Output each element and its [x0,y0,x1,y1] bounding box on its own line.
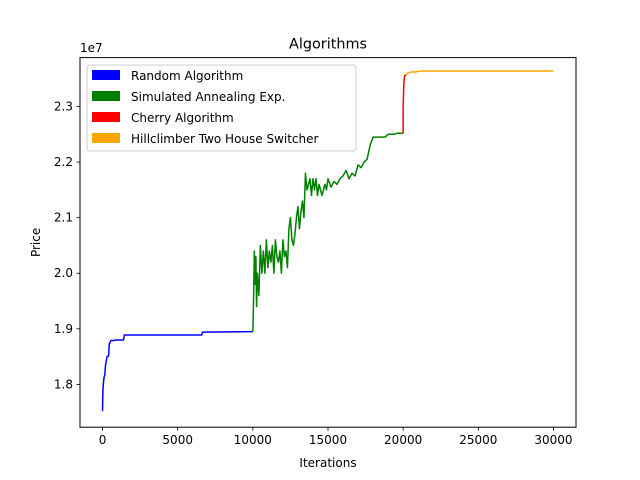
y-axis-title: Price [29,228,43,257]
legend-label-3: Hillclimber Two House Switcher [131,132,319,146]
x-tick-label: 0 [99,433,107,447]
x-tick-label: 25000 [459,433,497,447]
legend-swatch-3 [92,133,120,143]
series-line-2 [402,74,407,134]
y-tick-label: 2.1 [54,211,73,225]
y-tick-label: 1.9 [54,322,73,336]
y-tick-label: 2.3 [54,100,73,114]
y-tick-label: 2.0 [54,266,73,280]
legend-label-0: Random Algorithm [131,69,243,83]
x-tick-label: 20000 [384,433,422,447]
chart-title: Algorithms [289,37,367,53]
legend: Random Algorithm Simulated Annealing Exp.… [86,64,357,152]
x-axis: 0 5000 10000 15000 20000 25000 30000 [99,427,573,447]
x-tick-label: 30000 [534,433,572,447]
series-line-0 [101,330,253,412]
legend-box [86,64,357,152]
legend-label-1: Simulated Annealing Exp. [131,90,285,104]
y-axis: 1.8 1.9 2.0 2.1 2.2 2.3 [54,100,80,391]
x-tick-label: 5000 [162,433,193,447]
y-tick-label: 2.2 [54,155,73,169]
legend-swatch-0 [92,70,120,80]
y-scale-note: 1e7 [80,41,103,55]
x-tick-label: 15000 [309,433,347,447]
x-tick-label: 10000 [234,433,272,447]
legend-label-2: Cherry Algorithm [131,111,234,125]
y-tick-label: 1.8 [54,377,73,391]
plot-lines [101,70,554,412]
series-line-3 [405,70,554,76]
x-axis-title: Iterations [299,456,356,470]
legend-swatch-1 [92,91,120,101]
series-line-1 [252,132,404,332]
legend-swatch-2 [92,112,120,122]
